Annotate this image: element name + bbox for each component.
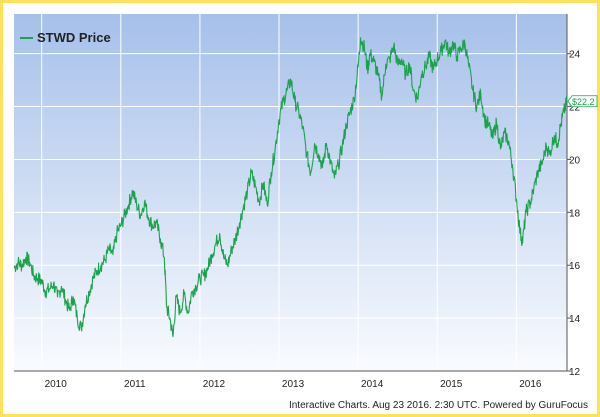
y-tick-label: 14 xyxy=(569,314,581,325)
x-tick-label: 2012 xyxy=(203,379,226,390)
legend[interactable]: STWD Price xyxy=(20,30,111,45)
y-tick-label: 22 xyxy=(569,103,581,114)
price-tag-box xyxy=(567,95,598,108)
y-tick-label: 24 xyxy=(569,50,581,61)
chart-footer-credit: Interactive Charts. Aug 23 2016. 2:30 UT… xyxy=(289,400,588,411)
y-tick-label: 16 xyxy=(569,261,581,272)
x-tick-label: 2014 xyxy=(361,379,384,390)
legend-label-stwd-price: STWD Price xyxy=(37,30,111,45)
series-line-stwd-price xyxy=(13,37,568,338)
x-tick-label: 2010 xyxy=(45,379,68,390)
y-tick-label: 18 xyxy=(569,208,581,219)
y-tick-label: 20 xyxy=(569,155,581,166)
x-tick-label: 2011 xyxy=(124,379,146,390)
price-tag-value: $22.2 xyxy=(572,97,595,107)
x-tick-label: 2015 xyxy=(440,379,463,390)
plot-area xyxy=(14,14,567,371)
x-tick-label: 2016 xyxy=(519,379,542,390)
y-tick-label: 12 xyxy=(569,367,581,378)
x-tick-label: 2013 xyxy=(282,379,305,390)
price-tag: $22.2 xyxy=(567,95,598,108)
grid-lines xyxy=(14,14,567,372)
axis-ticks: 12 14 16 18 20 22 24 2010 2011 2012 2013 2014 2015 20… xyxy=(14,14,581,390)
